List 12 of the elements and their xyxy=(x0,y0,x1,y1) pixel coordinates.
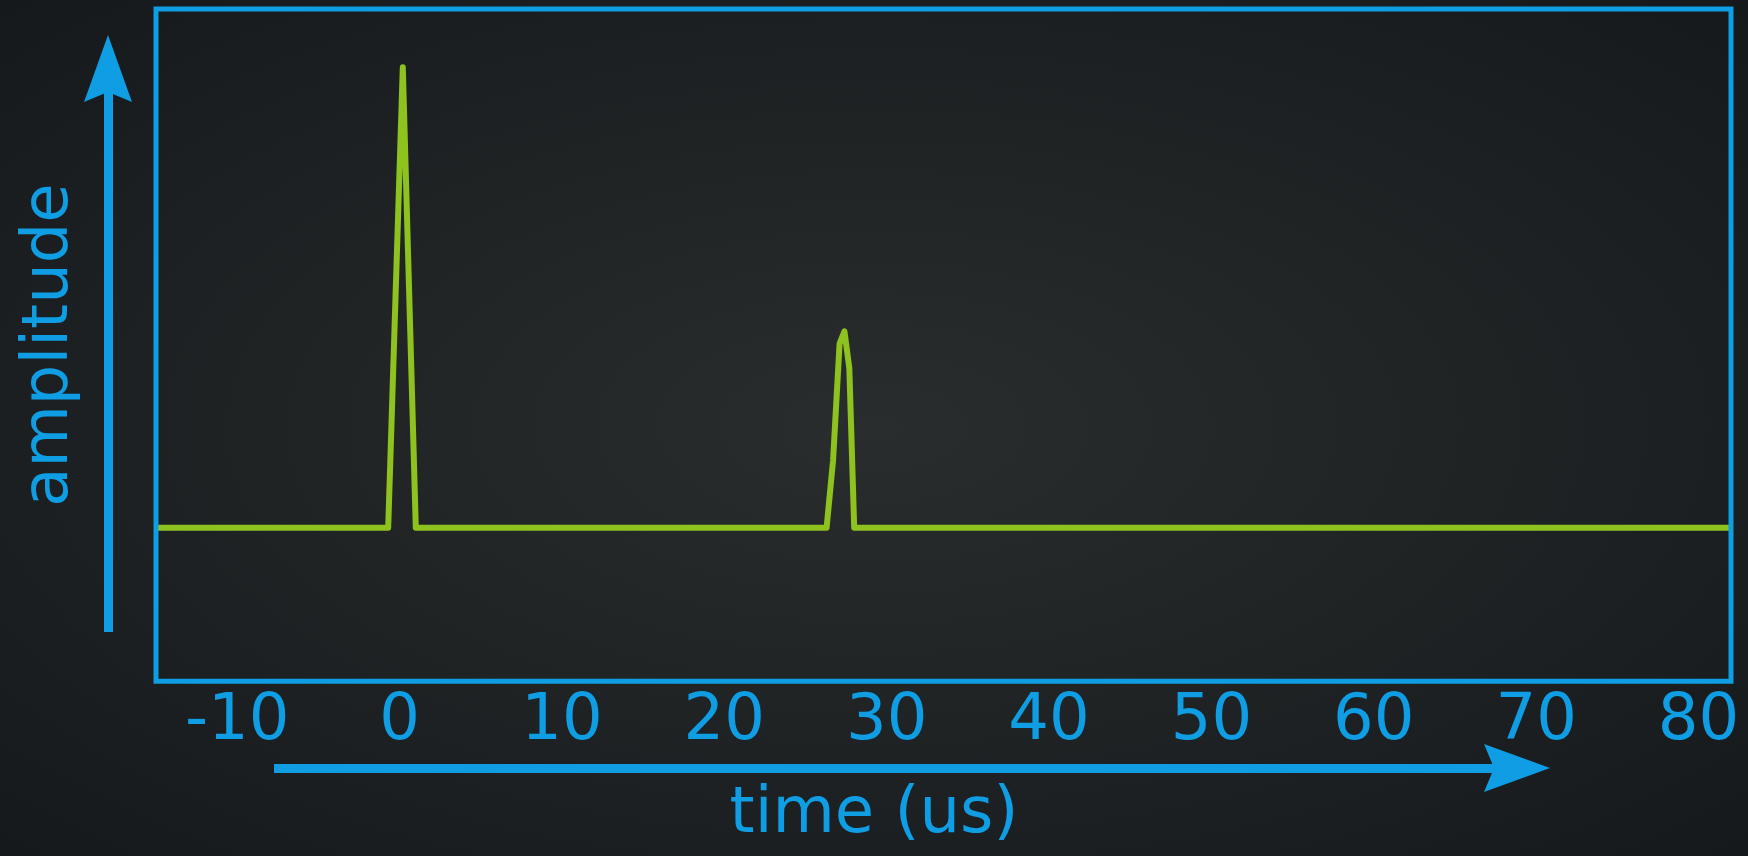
x-tick-label: 70 xyxy=(1495,680,1577,755)
x-axis-title: time (us) xyxy=(728,772,1020,848)
x-tick-label: 60 xyxy=(1333,680,1415,755)
x-tick-label: 80 xyxy=(1657,680,1740,755)
y-axis-title: amplitude xyxy=(7,183,83,507)
x-tick-label: 0 xyxy=(379,680,420,755)
x-tick-label: -10 xyxy=(184,680,290,755)
x-tick-label: 30 xyxy=(845,680,928,755)
x-tick-label: 20 xyxy=(683,680,766,755)
x-tick-label: 10 xyxy=(521,680,603,755)
x-tick-label: 50 xyxy=(1170,680,1253,755)
x-tick-label: 40 xyxy=(1008,680,1090,755)
